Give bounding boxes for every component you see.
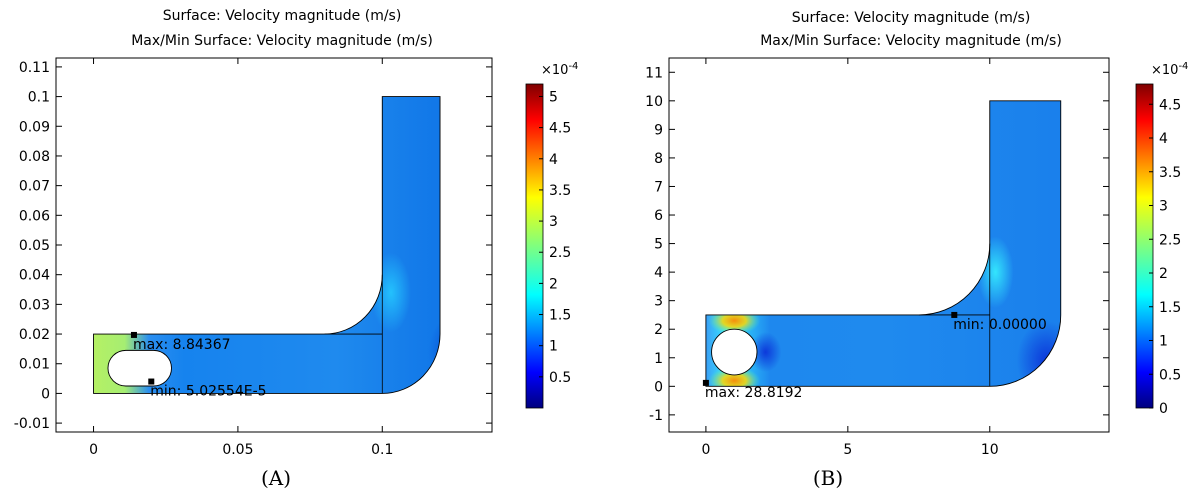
panel-b-y-tick-label: -1 — [649, 408, 663, 424]
panel-b-colorbar-tick-label: 0.5 — [1159, 367, 1181, 383]
panel-a-annotation-label: max: 8.84367 — [133, 337, 231, 353]
panel-b-colorbar-tick-label: 2.5 — [1159, 232, 1181, 248]
panel-b-colorbar-multiplier: ×10-4 — [1151, 61, 1188, 78]
panel-a: Surface: Velocity magnitude (m/s) Max/Mi… — [14, 8, 579, 490]
panel-a-colorbar-tick-label: 4.5 — [549, 121, 571, 137]
panel-b-annotation-label: max: 28.8192 — [705, 385, 803, 401]
panel-a-axis-ticks: 0 0.05 0.1 -0.01 0 0.01 0.02 0.03 0.04 0.05 0.06 0.… — [14, 58, 492, 458]
panel-a-y-tick-label: 0.1 — [28, 90, 50, 106]
panel-b-colorbar-tick-label: 1.5 — [1159, 300, 1181, 316]
panel-b-axis-ticks: 0 5 10 -1 0 1 2 3 4 5 6 7 8 9 10 11 — [645, 58, 1109, 458]
panel-a-colorbar-multiplier: ×10-4 — [541, 61, 578, 78]
panel-b: Surface: Velocity magnitude (m/s) Max/Mi… — [645, 10, 1188, 490]
panel-a-colorbar-ticks: 0.5 1 1.5 2 2.5 3 3.5 4 4.5 5 — [539, 89, 571, 386]
panel-a-title-line-2: Max/Min Surface: Velocity magnitude (m/s… — [131, 33, 433, 49]
panel-b-x-tick-label: 0 — [701, 442, 710, 458]
panel-a-x-tick-label: 0 — [89, 442, 98, 458]
panel-b-shade-wake — [749, 332, 782, 373]
panel-b-title-line-1: Surface: Velocity magnitude (m/s) — [792, 10, 1031, 26]
panel-a-colorbar-tick-label: 3 — [549, 214, 558, 230]
panel-a-colorbar-tick-label: 1.5 — [549, 308, 571, 324]
panel-a-y-tick-label: 0.01 — [19, 357, 50, 373]
panel-a-annotations: max: 8.84367 min: 5.02554E-5 — [130, 331, 267, 400]
panel-a-colorbar-tick-label: 2 — [549, 276, 558, 292]
panel-a-obstacle — [107, 349, 172, 387]
panel-a-y-tick-label: 0.07 — [19, 179, 50, 195]
panel-b-colorbar-tick-label: 3 — [1159, 199, 1168, 215]
panel-b-y-tick-label: 11 — [645, 65, 663, 81]
panel-b-colorbar-tick-label: 4 — [1159, 131, 1168, 147]
panel-b-obstacle — [711, 328, 758, 376]
panel-a-y-tick-label: 0.03 — [19, 297, 50, 313]
panel-b-axes-frame — [668, 57, 1110, 433]
panel-a-x-tick-label: 0.05 — [222, 442, 253, 458]
panel-a-colorbar — [525, 83, 544, 409]
panel-b-y-tick-label: 1 — [654, 351, 663, 367]
panel-b-annotation-label: min: 0.00000 — [953, 317, 1046, 333]
panel-a-y-tick-label: 0.05 — [19, 238, 50, 254]
panel-a-colorbar-tick-label: 5 — [549, 89, 558, 105]
panel-b-y-tick-label: 2 — [654, 322, 663, 338]
panel-b-shade-inner-fillet — [977, 236, 1014, 309]
panel-a-domain-outline — [93, 96, 441, 394]
panel-b-y-tick-label: 8 — [654, 151, 663, 167]
panel-a-y-tick-label: 0.02 — [19, 327, 50, 343]
panel-b-y-tick-label: 0 — [654, 379, 663, 395]
panel-b-colorbar-tick-label: 4.5 — [1159, 97, 1181, 113]
panel-b-label: (B) — [813, 466, 843, 490]
panel-b-colorbar-tick-label: 3.5 — [1159, 165, 1181, 181]
panel-b-y-tick-label: 10 — [645, 94, 663, 110]
panel-b-annotations: min: 0.00000 max: 28.8192 — [702, 311, 1047, 401]
panel-a-y-tick-label: 0.04 — [19, 268, 50, 284]
panel-b-y-tick-label: 5 — [654, 237, 663, 253]
panel-a-y-tick-label: 0.08 — [19, 149, 50, 165]
panel-a-colorbar-tick-label: 0.5 — [549, 370, 571, 386]
panel-a-y-tick-label: 0.06 — [19, 208, 50, 224]
panel-b-y-tick-label: 6 — [654, 208, 663, 224]
panel-b-colorbar — [1135, 83, 1154, 409]
panel-b-x-tick-label: 5 — [843, 442, 852, 458]
panel-b-marker — [702, 379, 709, 386]
panel-b-colorbar-tick-label: 2 — [1159, 266, 1168, 282]
panel-b-velocity-field — [705, 100, 1062, 387]
panel-b-y-tick-label: 7 — [654, 179, 663, 195]
panel-a-title-line-1: Surface: Velocity magnitude (m/s) — [163, 8, 402, 24]
panel-a-shade-outer-bend — [376, 315, 441, 394]
panel-b-x-tick-label: 10 — [981, 442, 999, 458]
panel-a-y-tick-label: 0 — [41, 386, 50, 402]
panel-a-colorbar-tick-label: 4 — [549, 152, 558, 168]
panel-b-title-line-2: Max/Min Surface: Velocity magnitude (m/s… — [760, 33, 1062, 49]
panel-a-annotation-label: min: 5.02554E-5 — [150, 384, 266, 400]
panel-a-shade-inner-fillet — [370, 252, 411, 333]
panel-b-colorbar-tick-label: 0 — [1159, 401, 1168, 417]
panel-a-colorbar-tick-label: 3.5 — [549, 183, 571, 199]
panel-b-marker — [951, 311, 958, 318]
panel-a-x-tick-label: 0.1 — [371, 442, 393, 458]
panel-b-domain-outline — [705, 100, 1062, 387]
panel-b-colorbar-ticks: 0 0.5 1 1.5 2 2.5 3 3.5 4 4.5 — [1149, 97, 1181, 417]
panel-b-shade-bottom-hotspot — [708, 366, 761, 387]
panel-b-y-tick-label: 9 — [654, 122, 663, 138]
panel-b-colorbar-tick-label: 1 — [1159, 334, 1168, 350]
panel-a-y-tick-label: -0.01 — [14, 416, 50, 432]
panel-a-label: (A) — [261, 466, 291, 490]
panel-a-colorbar-tick-label: 2.5 — [549, 245, 571, 261]
panel-b-y-tick-label: 3 — [654, 294, 663, 310]
panel-a-y-tick-label: 0.09 — [19, 119, 50, 135]
panel-b-y-tick-label: 4 — [654, 265, 663, 281]
panel-a-marker — [130, 331, 137, 338]
panel-a-marker — [148, 378, 155, 385]
panel-a-y-tick-label: 0.11 — [19, 60, 50, 76]
panel-a-colorbar-tick-label: 1 — [549, 339, 558, 355]
